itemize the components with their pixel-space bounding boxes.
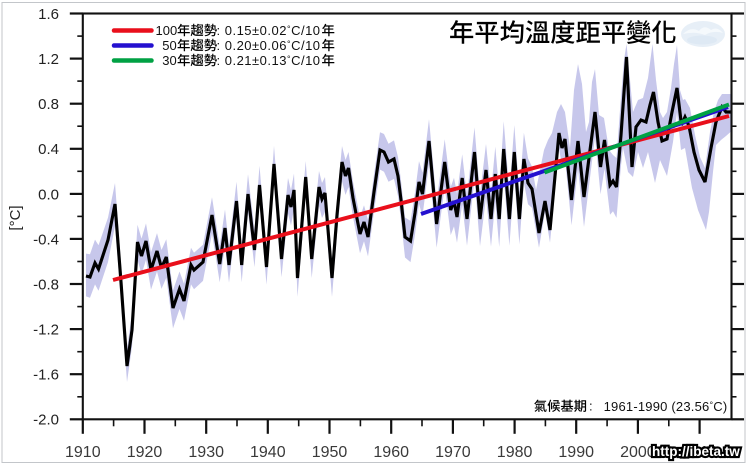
svg-text:1980: 1980 <box>497 444 533 461</box>
svg-text:1910: 1910 <box>65 444 101 461</box>
svg-text:1950: 1950 <box>312 444 348 461</box>
svg-text:1.6: 1.6 <box>38 6 59 23</box>
svg-text:1990: 1990 <box>558 444 594 461</box>
svg-text::: : <box>589 399 593 414</box>
svg-text:1970: 1970 <box>435 444 471 461</box>
svg-text:-0.8: -0.8 <box>33 276 59 293</box>
svg-text:0.8: 0.8 <box>38 96 59 113</box>
svg-text:: 0.15±0.02°C/10: : 0.15±0.02°C/10 <box>217 23 321 38</box>
svg-text:: 0.20±0.06°C/10: : 0.20±0.06°C/10 <box>217 38 321 53</box>
svg-text:1.2: 1.2 <box>38 51 59 68</box>
svg-text:[°C]: [°C] <box>7 205 24 230</box>
svg-text:0.0: 0.0 <box>38 186 59 203</box>
svg-text:-2.0: -2.0 <box>33 412 59 429</box>
svg-text:100: 100 <box>156 23 178 38</box>
svg-text:2000: 2000 <box>620 444 656 461</box>
svg-text:0.4: 0.4 <box>38 141 59 158</box>
svg-text:http://ibeta.tw: http://ibeta.tw <box>652 444 740 459</box>
svg-text:1930: 1930 <box>188 444 224 461</box>
svg-text:1920: 1920 <box>127 444 163 461</box>
svg-text:30: 30 <box>162 53 176 68</box>
svg-text:-0.4: -0.4 <box>33 231 59 248</box>
svg-text:1961-1990 (23.56°C): 1961-1990 (23.56°C) <box>604 399 728 414</box>
svg-text:2010: 2010 <box>682 444 718 461</box>
svg-text:-1.6: -1.6 <box>33 367 59 384</box>
svg-text:1940: 1940 <box>250 444 286 461</box>
svg-text:50: 50 <box>162 38 176 53</box>
svg-text:1960: 1960 <box>373 444 409 461</box>
svg-text:: 0.21±0.13°C/10: : 0.21±0.13°C/10 <box>217 53 321 68</box>
svg-text:-1.2: -1.2 <box>33 322 59 339</box>
